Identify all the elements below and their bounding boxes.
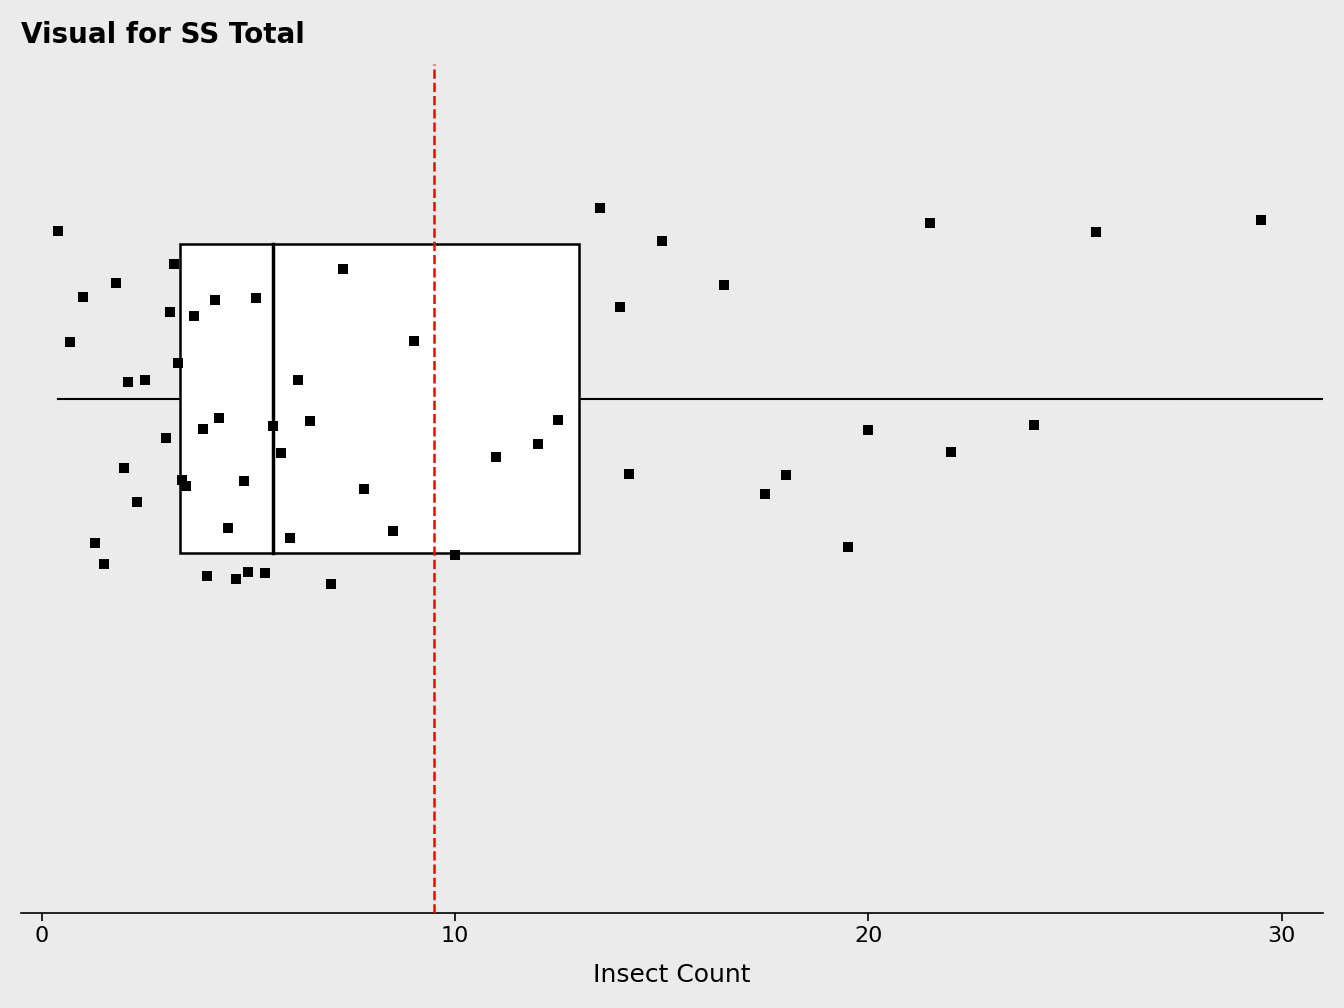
Point (254, 564, 276, 581)
Point (300, 413, 321, 429)
Point (184, 308, 206, 325)
X-axis label: Insect Count: Insect Count (593, 964, 751, 987)
Point (712, 277, 734, 293)
Point (224, 571, 246, 587)
Point (837, 538, 859, 554)
Point (105, 275, 126, 291)
Point (113, 460, 134, 476)
Point (246, 290, 267, 306)
Point (353, 481, 375, 497)
Point (159, 304, 180, 321)
Point (857, 421, 879, 437)
Point (445, 547, 466, 563)
Point (176, 478, 198, 494)
Point (610, 298, 632, 314)
Point (126, 494, 148, 510)
Point (547, 412, 569, 428)
Point (320, 576, 341, 592)
Point (59, 334, 81, 350)
Point (262, 417, 284, 433)
Point (208, 409, 230, 425)
Point (919, 215, 941, 231)
Point (163, 256, 184, 272)
Point (192, 421, 214, 437)
Point (403, 333, 425, 349)
Point (288, 372, 309, 388)
Point (234, 474, 255, 490)
Point (47, 223, 69, 239)
Point (85, 534, 106, 550)
Point (167, 355, 188, 371)
Point (650, 233, 672, 249)
Point (775, 467, 797, 483)
Point (171, 472, 192, 488)
Point (216, 520, 238, 536)
Point (278, 529, 300, 545)
Point (134, 372, 156, 388)
Point (238, 563, 259, 580)
Point (332, 261, 353, 277)
Point (204, 291, 226, 307)
Point (73, 289, 94, 305)
FancyBboxPatch shape (180, 244, 579, 553)
Point (1085, 224, 1106, 240)
Point (270, 445, 292, 461)
Point (382, 523, 403, 539)
Point (941, 444, 962, 460)
Point (754, 486, 775, 502)
Point (527, 436, 548, 453)
Point (618, 466, 640, 482)
Point (196, 568, 218, 584)
Point (1250, 212, 1271, 228)
Point (589, 200, 610, 216)
Point (155, 430, 176, 447)
Point (485, 450, 507, 466)
Point (1023, 416, 1044, 432)
Point (117, 374, 138, 390)
Point (93, 555, 114, 572)
Text: Visual for SS Total: Visual for SS Total (22, 21, 305, 48)
